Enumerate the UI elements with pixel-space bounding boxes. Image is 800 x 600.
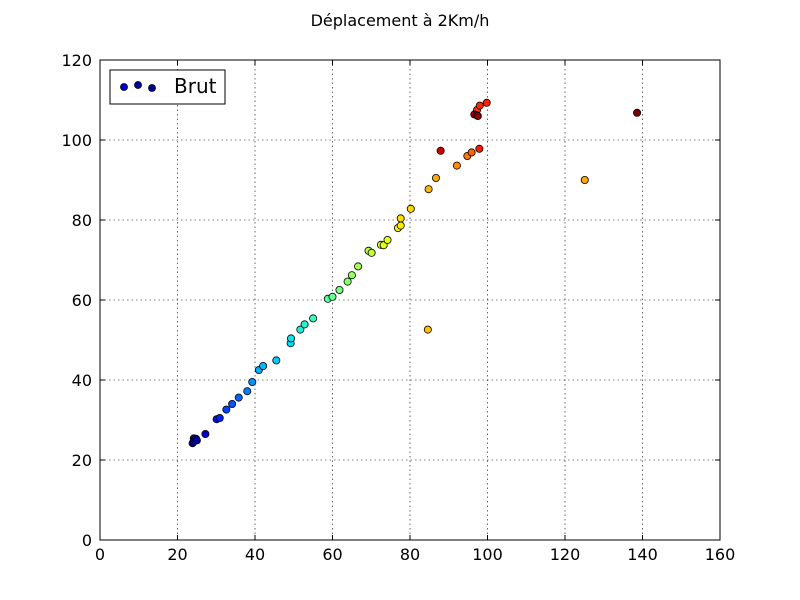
- data-point: [234, 393, 243, 402]
- data-point: [406, 204, 415, 213]
- grid-lines: [100, 60, 720, 540]
- y-tick-label: 80: [72, 211, 92, 230]
- x-tick-label: 20: [167, 545, 187, 564]
- x-tick-label: 40: [245, 545, 265, 564]
- data-point: [215, 413, 224, 422]
- y-tick-label: 100: [61, 131, 92, 150]
- y-tick-label: 40: [72, 371, 92, 390]
- data-point: [228, 399, 237, 408]
- data-point: [396, 221, 405, 230]
- data-point: [431, 173, 440, 182]
- legend-label: Brut: [174, 74, 217, 98]
- data-point: [436, 146, 445, 155]
- data-point: [383, 235, 392, 244]
- data-point: [452, 161, 461, 170]
- x-tick-label: 100: [472, 545, 503, 564]
- data-point: [296, 325, 305, 334]
- legend-marker: [120, 83, 128, 91]
- data-point: [300, 320, 309, 329]
- data-point: [354, 262, 363, 271]
- data-point: [343, 277, 352, 286]
- y-tick-label: 60: [72, 291, 92, 310]
- data-point: [222, 405, 231, 414]
- data-point: [475, 101, 484, 110]
- data-point: [475, 144, 484, 153]
- data-point: [467, 148, 476, 157]
- data-point: [328, 292, 337, 301]
- data-point: [192, 436, 201, 445]
- data-point: [243, 387, 252, 396]
- x-tick-label: 60: [322, 545, 342, 564]
- y-tick-label: 20: [72, 451, 92, 470]
- x-tick-label: 160: [705, 545, 736, 564]
- data-point: [335, 285, 344, 294]
- data-point: [201, 429, 210, 438]
- x-tick-label: 120: [550, 545, 581, 564]
- data-point: [309, 314, 318, 323]
- data-point: [259, 361, 268, 370]
- data-point: [482, 98, 491, 107]
- data-point: [396, 214, 405, 223]
- legend-box: [109, 69, 226, 105]
- legend-marker: [148, 84, 156, 92]
- data-point: [248, 377, 257, 386]
- data-points: [188, 98, 642, 448]
- data-point: [287, 334, 296, 343]
- x-tick-label: 80: [400, 545, 420, 564]
- x-tick-label: 140: [627, 545, 658, 564]
- data-point: [347, 271, 356, 280]
- x-tick-label: 0: [95, 545, 105, 564]
- data-point: [633, 108, 642, 117]
- data-point: [272, 356, 281, 365]
- legend-marker: [134, 81, 142, 89]
- y-tick-label: 0: [82, 531, 92, 550]
- data-point: [580, 175, 589, 184]
- axis-ticks: 0 20 40 60 80 100 120 140 160 0 20 40 60 80 100 120: [61, 51, 735, 564]
- data-point: [367, 248, 376, 257]
- y-tick-label: 120: [61, 51, 92, 70]
- chart-title: Déplacement à 2Km/h: [311, 11, 490, 30]
- data-point: [424, 185, 433, 194]
- data-point: [423, 325, 432, 334]
- legend: Brut: [109, 69, 226, 105]
- data-point: [473, 112, 482, 121]
